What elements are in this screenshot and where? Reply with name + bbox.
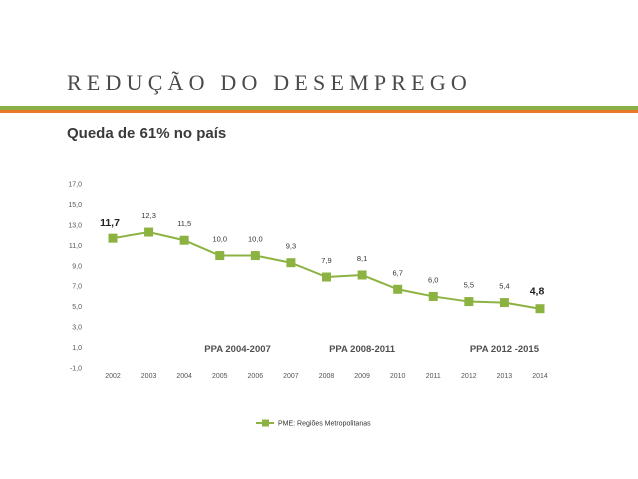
ppa-annotation: PPA 2008-2011: [329, 344, 396, 355]
data-point: [215, 251, 225, 261]
data-label: 8,1: [357, 254, 367, 263]
chart-legend: PME: Regiões Metropolitanas: [256, 419, 371, 428]
data-label: 5,5: [464, 281, 474, 290]
y-tick-label: 11,0: [69, 243, 82, 250]
y-tick-label: 7,0: [72, 284, 82, 291]
title-divider-orange: [0, 110, 638, 113]
data-point: [286, 258, 296, 268]
slide-subtitle: Queda de 61% no país: [67, 125, 227, 142]
y-axis: -1,0 1,0 3,0 5,0 7,0 9,0 11,0 13,0 15,0 17,0: [68, 182, 82, 373]
data-labels: 11,7 12,3 11,5 10,0 10,0 9,3 7,9 8,1 6,7 6,0 5,5 5,…: [100, 211, 544, 298]
data-point: [322, 272, 331, 282]
data-label: 6,0: [428, 275, 438, 284]
slide-title: REDUÇÃO DO DESEMPREGO: [67, 70, 472, 95]
ppa-annotations: PPA 2004-2007 PPA 2008-2011 PPA 2012 -2015: [204, 344, 539, 355]
x-tick-label: 2002: [105, 373, 121, 380]
data-point: [535, 304, 545, 314]
y-tick-label: 3,0: [72, 325, 82, 332]
data-point: [499, 298, 509, 308]
data-point: [393, 284, 403, 294]
y-tick-label: 13,0: [68, 222, 82, 229]
data-label: 12,3: [141, 211, 156, 220]
data-label: 10,0: [212, 235, 227, 244]
data-label: 5,4: [499, 282, 509, 291]
data-point: [108, 233, 118, 243]
y-tick-label: 1,0: [72, 345, 82, 352]
x-tick-label: 2005: [212, 373, 228, 380]
x-tick-label: 2006: [248, 373, 264, 380]
data-label: 11,7: [100, 217, 120, 229]
y-tick-label: 15,0: [68, 202, 82, 209]
title-divider-green: [0, 106, 638, 110]
legend-marker-sample: [262, 419, 269, 427]
y-tick-label: 5,0: [72, 304, 82, 311]
series-markers: [108, 227, 545, 314]
x-tick-label: 2004: [176, 373, 192, 380]
data-label: 10,0: [248, 235, 263, 244]
data-label: 7,9: [321, 256, 331, 265]
x-tick-label: 2014: [532, 373, 548, 380]
x-tick-label: 2003: [141, 373, 157, 380]
data-point: [250, 251, 260, 261]
data-point: [144, 227, 154, 237]
x-tick-label: 2012: [461, 373, 477, 380]
ppa-annotation: PPA 2012 -2015: [470, 344, 540, 355]
data-point: [464, 297, 474, 307]
y-tick-label: 9,0: [72, 263, 82, 270]
data-label: 6,7: [392, 268, 402, 277]
x-tick-label: 2007: [283, 373, 299, 380]
data-label: 11,5: [177, 219, 191, 228]
x-tick-label: 2009: [354, 373, 370, 380]
ppa-annotation: PPA 2004-2007: [204, 344, 271, 355]
y-tick-label: -1,0: [70, 366, 82, 373]
data-point: [428, 291, 438, 301]
x-axis: 2002 2003 2004 2005 2006 2007 2008 2009 2010 2011…: [105, 373, 548, 380]
x-tick-label: 2008: [319, 373, 335, 380]
series-line: [112, 231, 541, 310]
data-label: 9,3: [286, 242, 296, 251]
x-tick-label: 2013: [497, 373, 513, 380]
data-point: [179, 235, 189, 245]
x-tick-label: 2010: [390, 373, 406, 380]
legend-label: PME: Regiões Metropolitanas: [278, 421, 371, 428]
y-tick-label: 17,0: [68, 182, 82, 189]
data-point: [357, 270, 367, 280]
data-label: 4,8: [530, 286, 545, 298]
x-tick-label: 2011: [426, 373, 441, 380]
